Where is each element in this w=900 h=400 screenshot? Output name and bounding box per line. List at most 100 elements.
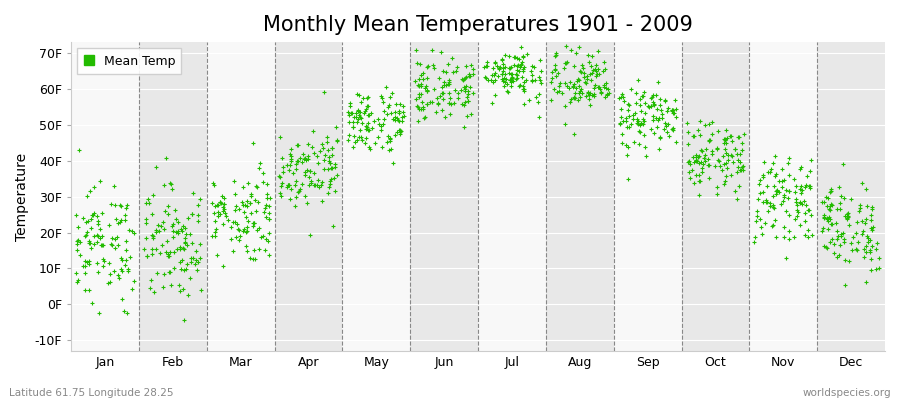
- Point: [376, 120, 391, 127]
- Point: [69, 279, 84, 286]
- Point: [351, 108, 365, 114]
- Point: [659, 123, 673, 129]
- Point: [301, 156, 315, 162]
- Point: [188, 257, 202, 263]
- Point: [114, 256, 129, 263]
- Point: [840, 216, 854, 222]
- Point: [146, 192, 160, 198]
- Point: [420, 87, 435, 93]
- Point: [519, 50, 534, 57]
- Point: [213, 199, 228, 206]
- Point: [816, 225, 831, 231]
- Point: [532, 114, 546, 120]
- Point: [747, 239, 761, 246]
- Point: [644, 102, 658, 109]
- Point: [692, 191, 706, 198]
- Point: [769, 188, 783, 194]
- Point: [573, 94, 588, 100]
- Point: [246, 140, 260, 146]
- Point: [488, 76, 502, 83]
- Point: [95, 262, 110, 269]
- Point: [512, 68, 526, 74]
- Point: [588, 82, 602, 88]
- Point: [614, 94, 628, 100]
- Point: [418, 114, 433, 120]
- Point: [504, 79, 518, 86]
- Point: [626, 116, 641, 122]
- Point: [153, 250, 167, 257]
- Point: [414, 82, 428, 89]
- Point: [680, 120, 694, 126]
- Point: [246, 223, 260, 229]
- Point: [567, 90, 581, 96]
- Point: [547, 66, 562, 73]
- Point: [381, 111, 395, 117]
- Point: [439, 69, 454, 76]
- Point: [169, 215, 184, 222]
- Point: [533, 57, 547, 64]
- Point: [787, 234, 801, 240]
- Point: [158, 249, 173, 255]
- Point: [137, 246, 151, 252]
- Point: [283, 196, 297, 203]
- Point: [692, 153, 706, 159]
- Point: [577, 69, 591, 76]
- Point: [124, 286, 139, 292]
- Point: [753, 190, 768, 196]
- Point: [526, 62, 540, 69]
- Point: [302, 174, 316, 181]
- Point: [113, 219, 128, 226]
- Point: [361, 144, 375, 150]
- Point: [680, 141, 695, 147]
- Point: [644, 94, 659, 100]
- Point: [665, 126, 680, 133]
- Point: [629, 100, 643, 106]
- Point: [459, 74, 473, 80]
- Point: [815, 198, 830, 205]
- Point: [718, 178, 733, 184]
- Point: [162, 269, 176, 275]
- Point: [443, 111, 457, 117]
- Point: [479, 63, 493, 70]
- Point: [305, 144, 320, 151]
- Point: [180, 242, 194, 248]
- Point: [321, 184, 336, 190]
- Point: [289, 194, 303, 201]
- Point: [457, 124, 472, 130]
- Point: [567, 80, 581, 87]
- Point: [80, 193, 94, 199]
- Point: [274, 182, 288, 189]
- Point: [754, 231, 769, 237]
- Point: [769, 190, 783, 197]
- Point: [354, 115, 368, 122]
- Point: [756, 199, 770, 205]
- Point: [638, 110, 652, 116]
- Point: [752, 216, 767, 223]
- Point: [814, 227, 829, 234]
- Point: [585, 52, 599, 59]
- Point: [84, 245, 98, 252]
- Point: [165, 223, 179, 229]
- Point: [800, 173, 814, 180]
- Point: [434, 48, 448, 55]
- Point: [436, 90, 451, 96]
- Point: [273, 134, 287, 140]
- Point: [544, 79, 559, 86]
- Point: [301, 167, 315, 173]
- Point: [596, 68, 610, 74]
- Point: [237, 228, 251, 234]
- Point: [241, 218, 256, 224]
- Point: [459, 62, 473, 69]
- Point: [394, 128, 409, 134]
- Point: [820, 226, 834, 232]
- Point: [161, 203, 176, 209]
- Point: [360, 103, 374, 110]
- Point: [118, 212, 132, 218]
- Point: [289, 178, 303, 185]
- Point: [259, 236, 274, 242]
- Point: [517, 87, 531, 94]
- Point: [458, 86, 473, 92]
- Point: [82, 238, 96, 244]
- Point: [504, 71, 518, 77]
- Point: [592, 84, 607, 90]
